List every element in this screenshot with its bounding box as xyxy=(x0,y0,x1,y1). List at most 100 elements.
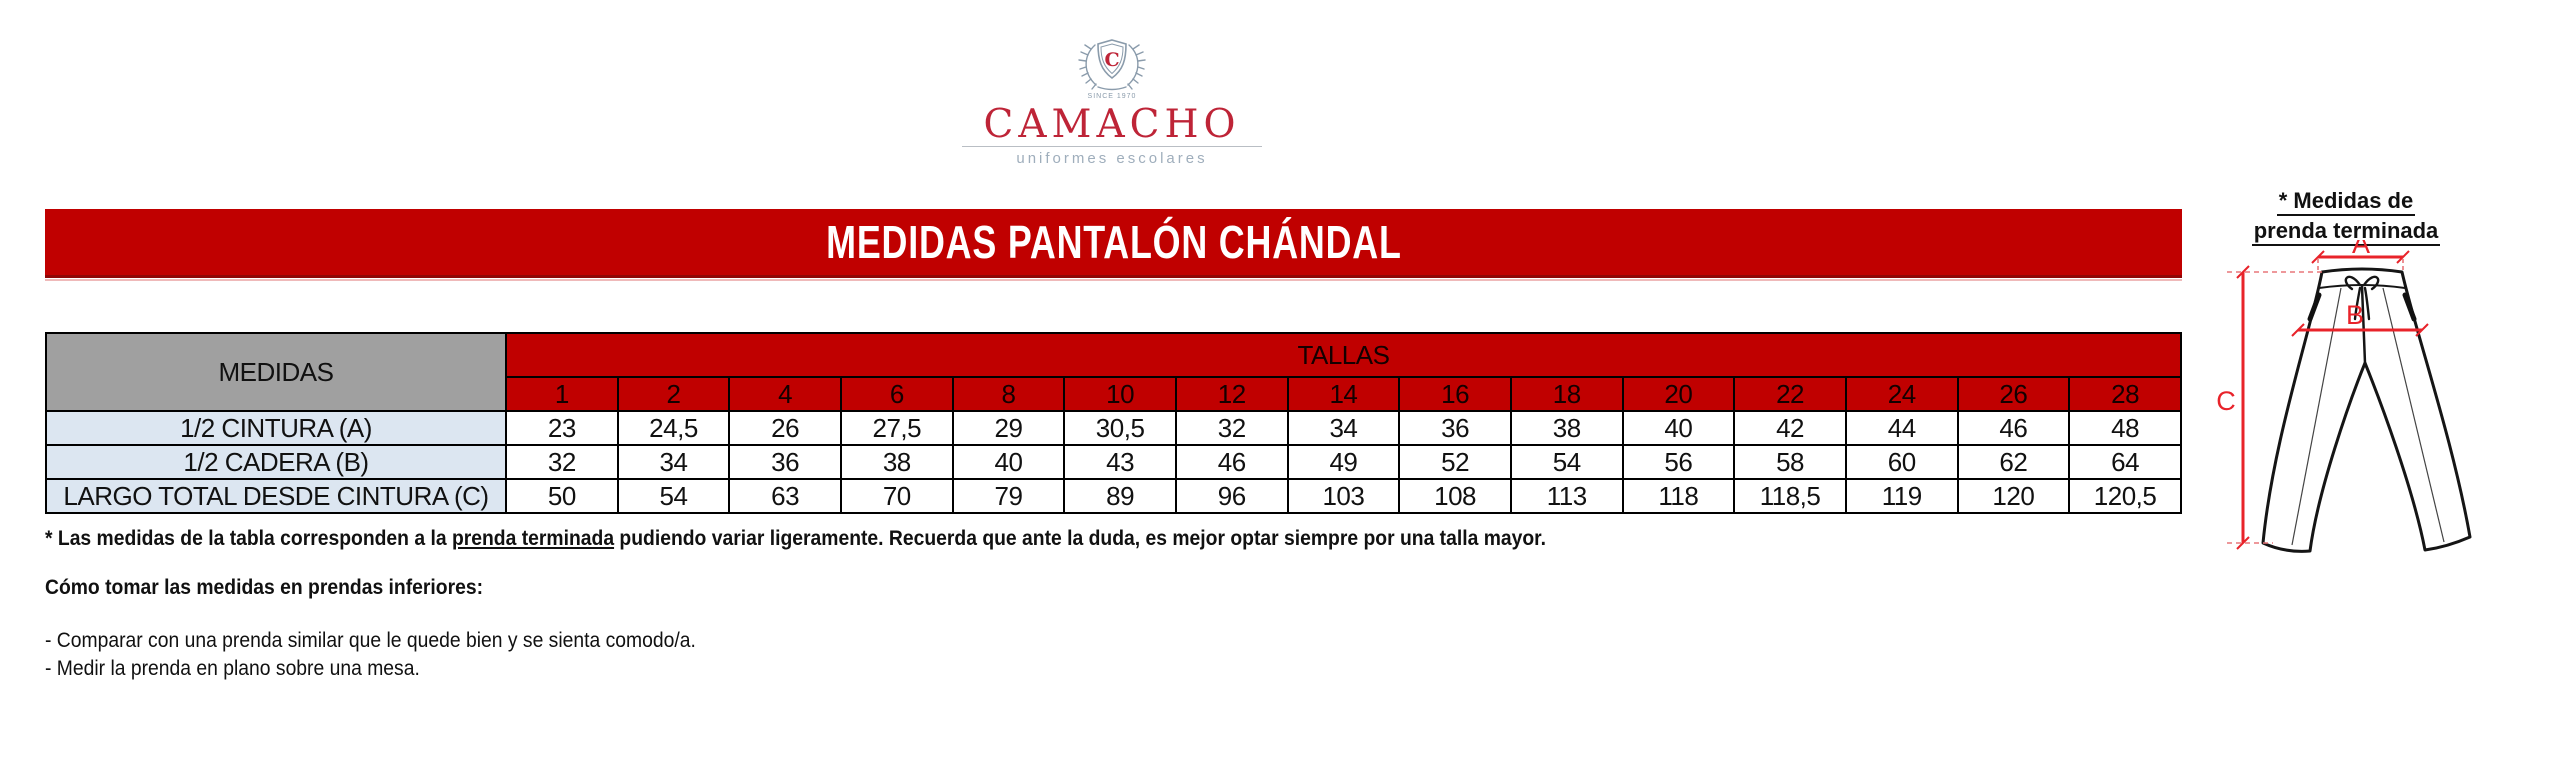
value-cell: 63 xyxy=(728,478,842,514)
value-cell: 36 xyxy=(728,444,842,480)
size-col-header: 16 xyxy=(1398,376,1512,412)
value-cell: 103 xyxy=(1286,478,1401,514)
value-cell: 24,5 xyxy=(616,410,731,446)
size-col-header: 22 xyxy=(1733,376,1847,412)
value-cell: 89 xyxy=(1063,478,1177,514)
value-cell: 96 xyxy=(1174,478,1289,514)
value-cell: 38 xyxy=(1509,410,1624,446)
value-cell: 58 xyxy=(1733,444,1847,480)
size-col-header: 8 xyxy=(951,376,1066,412)
size-col-header: 18 xyxy=(1509,376,1624,412)
value-cell: 46 xyxy=(1174,444,1289,480)
size-col-header: 4 xyxy=(728,376,842,412)
value-cell: 119 xyxy=(1844,478,1959,514)
logo-divider xyxy=(962,146,1262,147)
size-col-header: 14 xyxy=(1286,376,1401,412)
title-banner: MEDIDAS PANTALÓN CHÁNDAL xyxy=(45,209,2182,278)
page-title: MEDIDAS PANTALÓN CHÁNDAL xyxy=(825,216,1402,268)
table-row-cadera: 1/2 CADERA (B) 32 34 36 38 40 43 46 49 5… xyxy=(45,444,2182,480)
size-col-header: 6 xyxy=(839,376,954,412)
instruction-item: - Medir la prenda en plano sobre una mes… xyxy=(45,657,420,680)
value-cell: 49 xyxy=(1286,444,1401,480)
value-cell: 56 xyxy=(1621,444,1736,480)
footnote-part1: * Las medidas de la tabla corresponden a… xyxy=(45,527,452,550)
value-cell: 108 xyxy=(1398,478,1512,514)
value-cell: 27,5 xyxy=(839,410,954,446)
value-cell: 43 xyxy=(1063,444,1177,480)
value-cell: 38 xyxy=(839,444,954,480)
crest-icon: C SINCE 1970 xyxy=(1078,39,1146,100)
table-header-row: MEDIDAS TALLAS xyxy=(45,332,2182,412)
size-col-header: 26 xyxy=(1956,376,2071,412)
brand-name: CAMACHO xyxy=(983,102,1241,147)
banner-underline xyxy=(45,279,2182,281)
value-cell: 44 xyxy=(1844,410,1959,446)
size-col-header: 28 xyxy=(2068,376,2182,412)
dim-label-b: B xyxy=(2346,300,2364,330)
size-col-header: 24 xyxy=(1844,376,1959,412)
value-cell: 32 xyxy=(1174,410,1289,446)
value-cell: 62 xyxy=(1956,444,2071,480)
value-cell: 30,5 xyxy=(1063,410,1177,446)
diagram-title-line1: * Medidas de xyxy=(2276,188,2416,216)
diagram-title-line2: prenda terminada xyxy=(2251,218,2441,246)
footnote-underlined: prenda terminada xyxy=(451,527,615,550)
size-col-header: 2 xyxy=(616,376,731,412)
size-table: MEDIDAS TALLAS 1 2 4 6 8 10 12 14 16 18 … xyxy=(45,332,2182,514)
value-cell: 79 xyxy=(951,478,1066,514)
pocket-mark-right xyxy=(2402,292,2417,322)
dim-label-c: C xyxy=(2216,386,2236,416)
dimension-lines xyxy=(2227,250,2429,550)
instruction-item: - Comparar con una prenda similar que le… xyxy=(45,629,696,652)
value-cell: 23 xyxy=(505,410,619,446)
footnote-part2: pudiendo variar ligeramente. Recuerda qu… xyxy=(614,527,1547,550)
diagram-title: * Medidas de prenda terminada xyxy=(2216,186,2476,246)
dim-label-a: A xyxy=(2352,240,2370,259)
pants-outline-icon xyxy=(2261,267,2472,553)
value-cell: 46 xyxy=(1956,410,2071,446)
instructions-heading: Cómo tomar las medidas en prendas inferi… xyxy=(45,576,484,599)
crest-since-text: SINCE 1970 xyxy=(1088,93,1137,100)
value-cell: 54 xyxy=(1509,444,1624,480)
pocket-mark-left xyxy=(2307,292,2322,322)
value-cell: 40 xyxy=(1621,410,1736,446)
row-label: 1/2 CADERA (B) xyxy=(45,444,507,480)
value-cell: 118 xyxy=(1621,478,1736,514)
value-cell: 32 xyxy=(505,444,619,480)
row-label: LARGO TOTAL DESDE CINTURA (C) xyxy=(45,478,507,514)
value-cell: 50 xyxy=(505,478,619,514)
brand-logo: C SINCE 1970 CAMACHO uniformes escolares xyxy=(952,38,1272,167)
table-footnote: * Las medidas de la tabla corresponden a… xyxy=(45,527,1546,551)
value-cell: 52 xyxy=(1398,444,1512,480)
value-cell: 26 xyxy=(728,410,842,446)
value-cell: 60 xyxy=(1844,444,1959,480)
pants-diagram: A B C xyxy=(2216,240,2472,553)
value-cell: 118,5 xyxy=(1733,478,1847,514)
value-cell: 34 xyxy=(1286,410,1401,446)
drawstring-icon xyxy=(2344,275,2380,321)
value-cell: 42 xyxy=(1733,410,1847,446)
value-cell: 40 xyxy=(951,444,1066,480)
value-cell: 48 xyxy=(2068,410,2182,446)
row-label: 1/2 CINTURA (A) xyxy=(45,410,507,446)
size-col-header: 10 xyxy=(1063,376,1177,412)
table-row-largo: LARGO TOTAL DESDE CINTURA (C) 50 54 63 7… xyxy=(45,478,2182,514)
value-cell: 29 xyxy=(951,410,1066,446)
size-col-header: 20 xyxy=(1621,376,1736,412)
crest-letter: C xyxy=(1104,49,1119,71)
sizes-header-cell: TALLAS xyxy=(505,332,2182,378)
value-cell: 120 xyxy=(1956,478,2071,514)
value-cell: 34 xyxy=(616,444,731,480)
size-col-header: 12 xyxy=(1174,376,1289,412)
size-col-header: 1 xyxy=(505,376,619,412)
value-cell: 70 xyxy=(839,478,954,514)
size-number-row: 1 2 4 6 8 10 12 14 16 18 20 22 24 26 28 xyxy=(46,376,2182,412)
value-cell: 36 xyxy=(1398,410,1512,446)
table-row-cintura: 1/2 CINTURA (A) 23 24,5 26 27,5 29 30,5 … xyxy=(45,410,2182,446)
measures-header-cell: MEDIDAS xyxy=(45,332,507,412)
value-cell: 54 xyxy=(616,478,731,514)
value-cell: 64 xyxy=(2068,444,2182,480)
value-cell: 120,5 xyxy=(2068,478,2182,514)
value-cell: 113 xyxy=(1509,478,1624,514)
